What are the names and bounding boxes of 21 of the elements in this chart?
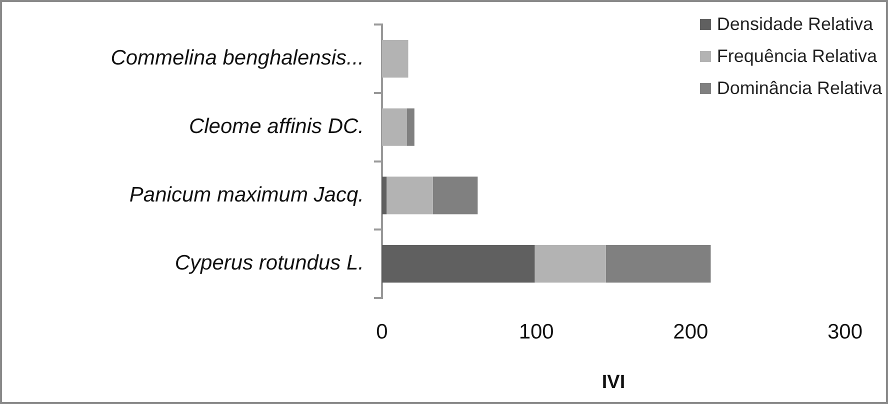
- bar: [406, 108, 414, 146]
- bar: [382, 176, 387, 214]
- bar: [606, 245, 711, 283]
- y-tick-label: Panicum maximum Jacq.: [129, 183, 364, 206]
- x-tick-label: 300: [827, 320, 863, 344]
- x-tick-label: 0: [376, 320, 388, 344]
- bar: [386, 176, 433, 214]
- bar: [382, 108, 407, 146]
- bar: [382, 40, 408, 78]
- x-tick-label: 100: [518, 320, 554, 344]
- legend-label: Dominância Relativa: [716, 77, 882, 100]
- legend-label: Frequência Relativa: [716, 45, 878, 68]
- legend-label: Densidade Relativa: [716, 13, 874, 36]
- bar: [382, 245, 535, 283]
- x-axis-title: IVI: [602, 372, 626, 393]
- y-tick-label: Commelina benghalensis...: [110, 46, 364, 70]
- y-tick-label: Cyperus rotundus L.: [174, 252, 364, 275]
- y-tick-label: Cleome affinis DC.: [188, 114, 364, 138]
- bar: [432, 176, 478, 214]
- bar: [534, 245, 606, 283]
- x-tick-label: 200: [673, 320, 708, 344]
